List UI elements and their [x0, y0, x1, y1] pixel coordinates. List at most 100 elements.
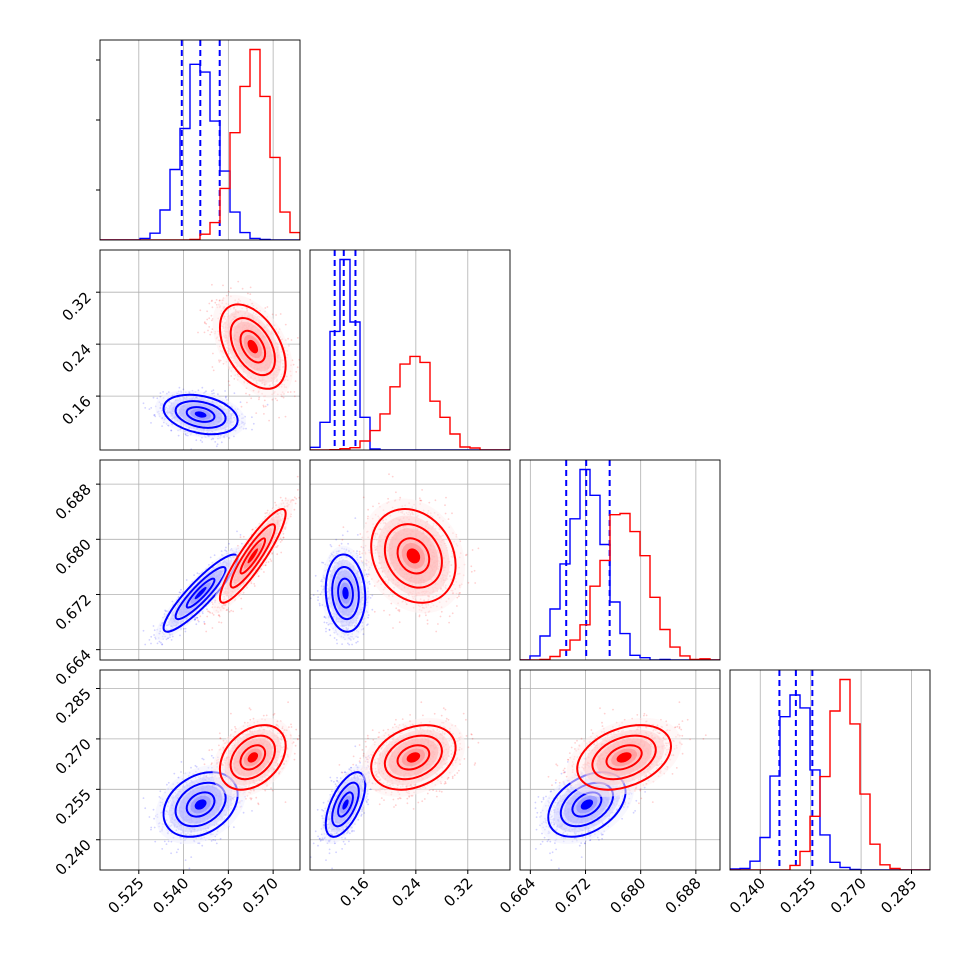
sample-point [241, 287, 244, 290]
sample-point [227, 380, 230, 383]
sample-point [206, 310, 209, 313]
sample-point [242, 535, 245, 538]
sample-point [258, 575, 260, 577]
sample-point [209, 556, 212, 559]
sample-point [249, 293, 252, 295]
sample-point [150, 422, 152, 424]
sample-point [268, 419, 270, 422]
sample-point [290, 339, 293, 341]
sample-point [201, 386, 204, 389]
sample-point [167, 391, 170, 393]
panel-2-0 [99, 459, 301, 661]
sample-point [220, 441, 223, 444]
sample-point [217, 393, 219, 396]
contour-line [162, 393, 239, 436]
sample-point [264, 307, 267, 309]
sample-point [281, 395, 283, 398]
sample-point [208, 610, 211, 613]
sample-point [201, 612, 204, 615]
sample-point [228, 437, 231, 439]
sample-point [196, 616, 199, 619]
sample-point [205, 322, 208, 325]
sample-point [196, 572, 199, 575]
sample-point [150, 635, 153, 638]
sample-point [142, 629, 145, 632]
sample-point [225, 395, 227, 398]
sample-point [203, 331, 206, 334]
sample-point [218, 615, 221, 618]
sample-point [205, 390, 207, 393]
sample-point [252, 422, 255, 425]
sample-point [209, 333, 212, 336]
sample-point [233, 378, 236, 380]
sample-point [239, 534, 242, 536]
sample-point [293, 508, 296, 511]
sample-point [171, 635, 174, 638]
sample-point [280, 551, 283, 554]
sample-point [213, 392, 215, 395]
sample-point [152, 625, 155, 627]
sample-point [271, 398, 274, 401]
sample-point [228, 384, 231, 387]
sample-point [208, 326, 211, 328]
sample-point [210, 300, 213, 302]
sample-point [178, 386, 181, 389]
sample-point [225, 546, 227, 549]
sample-point [245, 427, 247, 430]
sample-point [216, 443, 219, 446]
sample-point [194, 618, 197, 621]
sample-point [211, 299, 213, 302]
sample-point [206, 318, 209, 321]
sample-point [251, 416, 253, 419]
sample-point [153, 634, 156, 636]
sample-point [170, 429, 173, 432]
sample-point [228, 542, 230, 545]
contour-line [218, 303, 287, 390]
sample-point [215, 299, 218, 301]
sample-point [295, 371, 298, 373]
sample-point [293, 391, 296, 393]
sample-point [230, 375, 233, 377]
sample-point [183, 627, 185, 630]
sample-point [212, 369, 215, 372]
sample-point [262, 404, 265, 407]
sample-point [300, 363, 302, 365]
panel-content [100, 40, 300, 240]
sample-point [170, 429, 173, 432]
sample-point [250, 397, 253, 400]
sample-point [224, 390, 227, 392]
sample-point [180, 588, 182, 591]
sample-point [217, 614, 220, 617]
sample-point [225, 294, 228, 297]
sample-point [156, 397, 159, 400]
sample-point [249, 286, 252, 289]
sample-point [278, 416, 280, 419]
sample-point [296, 366, 299, 369]
sample-point [160, 641, 162, 644]
panel-frame [99, 39, 301, 241]
sample-point [224, 549, 227, 552]
sample-point [178, 591, 181, 594]
panel-frame [99, 249, 301, 451]
density-peak [194, 411, 207, 418]
sample-point [292, 363, 295, 366]
sample-point [203, 321, 206, 323]
sample-point [211, 366, 214, 368]
sample-point [171, 600, 174, 603]
density-set_b [212, 294, 294, 399]
sample-point [197, 331, 199, 334]
contour-line [185, 406, 216, 423]
sample-point [150, 407, 153, 409]
sample-point [156, 642, 159, 645]
sample-point [206, 608, 208, 611]
sample-point [263, 399, 266, 402]
sample-point [214, 441, 217, 443]
sample-point [211, 283, 213, 286]
sample-point [220, 621, 223, 624]
sample-point [197, 620, 200, 623]
sample-point [239, 401, 242, 404]
sample-point [214, 301, 217, 304]
sample-point [161, 425, 164, 427]
panel-content [142, 280, 302, 450]
sample-point [220, 550, 223, 552]
